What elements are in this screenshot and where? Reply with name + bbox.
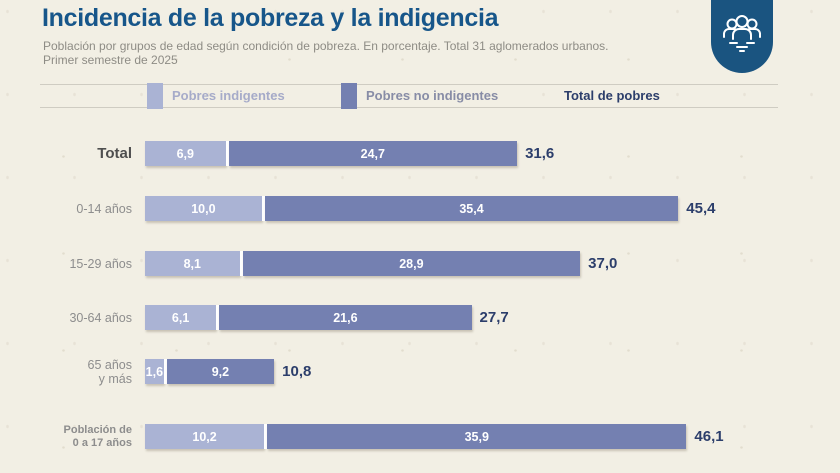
subtitle-line-2: Primer semestre de 2025 xyxy=(43,53,178,67)
legend-label-total-de-pobres: Total de pobres xyxy=(564,88,660,103)
total-value: 45,4 xyxy=(686,200,716,217)
legend-swatch-pobres-no-indigentes xyxy=(341,83,357,109)
page-title: Incidencia de la pobreza y la indigencia xyxy=(42,4,499,32)
row-label: Total xyxy=(97,144,132,162)
total-value: 31,6 xyxy=(525,145,555,162)
legend-swatch-pobres-indigentes xyxy=(147,83,163,109)
segment-pobres-no-indigentes: 21,6 xyxy=(219,305,472,330)
segment-pobres-no-indigentes: 24,7 xyxy=(228,141,518,166)
people-group-icon xyxy=(720,15,764,57)
bar-row: Población de 0 a 17 años 10,2 35,9 46,1 xyxy=(0,424,840,449)
subtitle-line-1: Población por grupos de edad según condi… xyxy=(43,39,609,53)
bar-track: 6,1 21,6 xyxy=(145,305,472,330)
total-value: 46,1 xyxy=(694,428,724,445)
bar-track: 10,2 35,9 xyxy=(145,424,687,449)
segment-pobres-no-indigentes: 28,9 xyxy=(242,251,581,276)
bar-track: 8,1 28,9 xyxy=(145,251,581,276)
segment-divider xyxy=(239,251,243,276)
legend-label-pobres-no-indigentes: Pobres no indigentes xyxy=(366,88,499,103)
bar-row: 0-14 años 10,0 35,4 45,4 xyxy=(0,196,840,221)
segment-divider xyxy=(225,141,229,166)
segment-pobres-indigentes: 6,9 xyxy=(145,141,226,166)
row-label: 30-64 años xyxy=(69,310,132,325)
bar-row: 65 años y más 1,6 9,2 10,8 xyxy=(0,357,840,386)
row-label: 15-29 años xyxy=(69,256,132,271)
bar-track: 1,6 9,2 xyxy=(145,359,275,384)
segment-pobres-indigentes: 8,1 xyxy=(145,251,240,276)
segment-divider xyxy=(264,424,268,449)
segment-pobres-no-indigentes: 9,2 xyxy=(166,359,275,384)
legend: Pobres indigentes Pobres no indigentes T… xyxy=(40,83,778,109)
segment-divider xyxy=(163,359,167,384)
segment-pobres-indigentes: 6,1 xyxy=(145,305,217,330)
subtitle: Población por grupos de edad según condi… xyxy=(43,39,609,67)
total-value: 10,8 xyxy=(282,363,312,380)
bar-track: 10,0 35,4 xyxy=(145,196,679,221)
total-value: 27,7 xyxy=(479,309,509,326)
row-label: 65 años y más xyxy=(87,357,132,386)
bar-row: 15-29 años 8,1 28,9 37,0 xyxy=(0,251,840,276)
segment-divider xyxy=(261,196,265,221)
row-label: 0-14 años xyxy=(76,201,132,216)
segment-pobres-no-indigentes: 35,4 xyxy=(264,196,679,221)
legend-label-pobres-indigentes: Pobres indigentes xyxy=(172,88,285,103)
row-label: Población de 0 a 17 años xyxy=(63,423,132,449)
segment-pobres-indigentes: 1,6 xyxy=(145,359,164,384)
segment-pobres-indigentes: 10,0 xyxy=(145,196,262,221)
segment-pobres-indigentes: 10,2 xyxy=(145,424,265,449)
segment-divider xyxy=(216,305,220,330)
segment-pobres-no-indigentes: 35,9 xyxy=(267,424,687,449)
bar-track: 6,9 24,7 xyxy=(145,141,518,166)
people-group-badge xyxy=(711,0,773,73)
bar-row: 30-64 años 6,1 21,6 27,7 xyxy=(0,305,840,330)
total-value: 37,0 xyxy=(588,255,618,272)
bar-row: Total 6,9 24,7 31,6 xyxy=(0,141,840,166)
